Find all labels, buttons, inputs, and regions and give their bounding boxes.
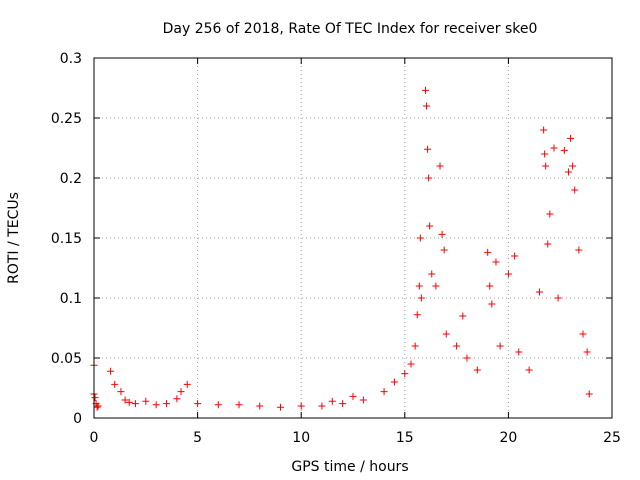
data-point	[349, 392, 357, 400]
x-tick-label: 15	[396, 430, 414, 446]
data-point	[339, 400, 347, 408]
data-point	[583, 348, 591, 356]
data-points	[90, 86, 593, 411]
data-point	[579, 330, 587, 338]
data-point	[256, 402, 264, 410]
data-point	[214, 401, 222, 409]
data-point	[422, 86, 430, 94]
data-point	[560, 146, 568, 154]
data-point	[401, 370, 409, 378]
data-point	[550, 144, 558, 152]
x-tick-label: 10	[292, 430, 310, 446]
data-point	[569, 162, 577, 170]
data-point	[318, 402, 326, 410]
x-tick-label: 25	[603, 430, 621, 446]
data-point	[177, 388, 185, 396]
data-point	[411, 342, 419, 350]
y-axis-ticks: 0 0.05 0.1 0.15 0.2 0.25 0.3	[51, 51, 612, 427]
data-point	[93, 403, 101, 411]
data-point	[554, 294, 562, 302]
data-point	[194, 400, 202, 408]
data-point	[142, 397, 150, 405]
data-point	[428, 270, 436, 278]
data-point	[359, 396, 367, 404]
data-point	[541, 150, 549, 158]
data-point	[473, 366, 481, 374]
data-point	[525, 366, 533, 374]
data-point	[585, 390, 593, 398]
data-point	[423, 102, 431, 110]
data-point	[488, 300, 496, 308]
data-point	[416, 234, 424, 242]
x-tick-label: 20	[499, 430, 517, 446]
data-point	[546, 210, 554, 218]
x-axis-label: GPS time / hours	[291, 459, 408, 475]
data-point	[504, 270, 512, 278]
data-point	[94, 402, 102, 410]
data-point	[111, 380, 119, 388]
data-point	[515, 348, 523, 356]
data-point	[131, 400, 139, 408]
chart-title: Day 256 of 2018, Rate Of TEC Index for r…	[163, 21, 538, 37]
data-point	[511, 252, 519, 260]
y-tick-label: 0.25	[51, 111, 82, 127]
data-point	[486, 282, 494, 290]
data-point	[173, 395, 181, 403]
data-point	[390, 378, 398, 386]
data-point	[152, 401, 160, 409]
data-point	[436, 162, 444, 170]
data-point	[459, 312, 467, 320]
data-point	[442, 330, 450, 338]
data-point	[496, 342, 504, 350]
x-tick-label: 0	[90, 430, 99, 446]
data-point	[328, 397, 336, 405]
x-axis-ticks: 0 5 10 15 20 25	[90, 58, 621, 446]
data-point	[575, 246, 583, 254]
data-point	[415, 282, 423, 290]
data-point	[463, 354, 471, 362]
data-point	[425, 174, 433, 182]
y-tick-label: 0.3	[60, 51, 82, 67]
data-point	[453, 342, 461, 350]
data-point	[297, 402, 305, 410]
data-point	[380, 388, 388, 396]
data-point	[571, 186, 579, 194]
y-tick-label: 0.2	[60, 171, 82, 187]
data-point	[183, 380, 191, 388]
data-point	[426, 222, 434, 230]
y-tick-label: 0.15	[51, 231, 82, 247]
data-point	[540, 126, 548, 134]
data-point	[564, 168, 572, 176]
x-tick-label: 5	[193, 430, 202, 446]
data-point	[125, 398, 133, 406]
grid-lines	[94, 58, 612, 418]
data-point	[438, 230, 446, 238]
data-point	[276, 403, 284, 411]
data-point	[492, 258, 500, 266]
data-point	[567, 134, 575, 142]
data-point	[417, 294, 425, 302]
data-point	[432, 282, 440, 290]
data-point	[535, 288, 543, 296]
data-point	[544, 240, 552, 248]
data-point	[407, 360, 415, 368]
y-tick-label: 0	[73, 411, 82, 427]
data-point	[117, 388, 125, 396]
y-tick-label: 0.05	[51, 351, 82, 367]
data-point	[91, 394, 99, 402]
data-point	[163, 400, 171, 408]
data-point	[121, 396, 129, 404]
data-point	[484, 248, 492, 256]
y-axis-label: ROTI / TECUs	[6, 192, 22, 284]
data-point	[424, 145, 432, 153]
data-point	[542, 162, 550, 170]
y-tick-label: 0.1	[60, 291, 82, 307]
data-point	[413, 311, 421, 319]
data-point	[107, 367, 115, 375]
data-point	[235, 401, 243, 409]
data-point	[440, 246, 448, 254]
